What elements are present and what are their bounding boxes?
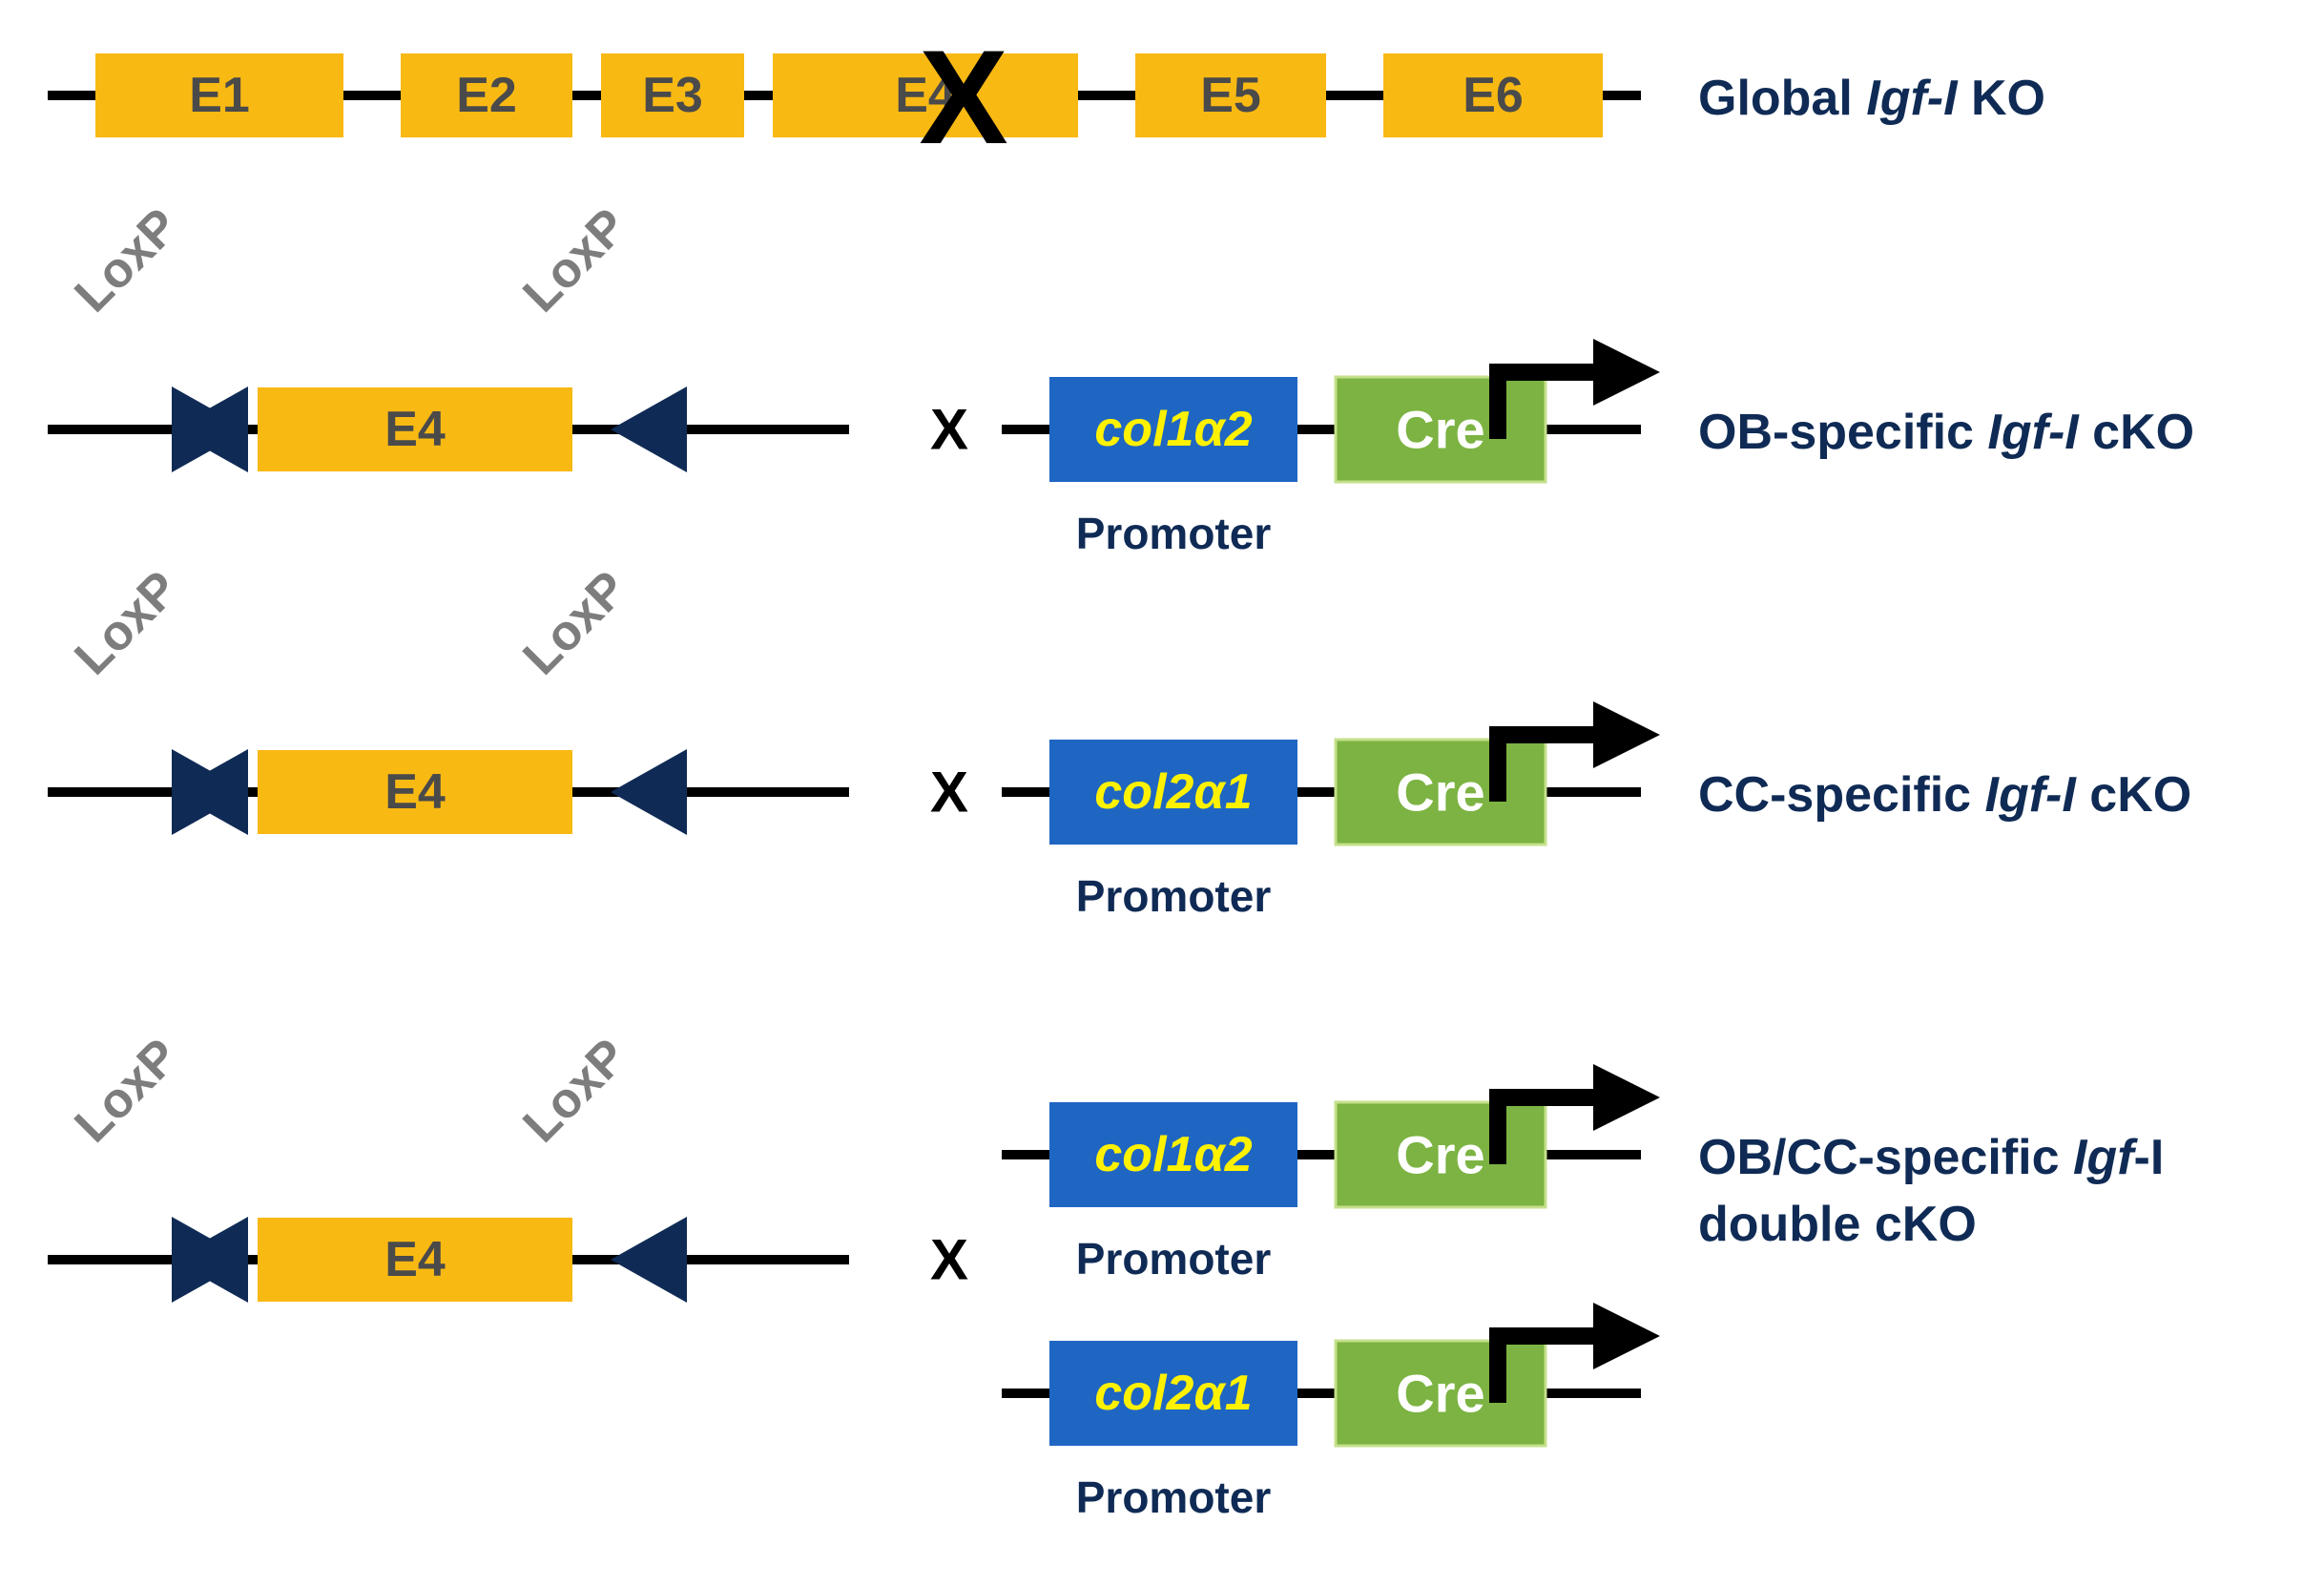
loxp-label-group: LoxP bbox=[512, 561, 637, 686]
transcription-arrow-head bbox=[1593, 701, 1660, 768]
promoter-sublabel: Promoter bbox=[1076, 509, 1272, 558]
exon-label-E5: E5 bbox=[1200, 68, 1261, 123]
row-title: OB-specific Igf-I cKO bbox=[1698, 405, 2194, 460]
exon-label-E6: E6 bbox=[1463, 68, 1524, 123]
promoter-sublabel: Promoter bbox=[1076, 871, 1272, 921]
row-title: Global Igf-I KO bbox=[1698, 71, 2045, 126]
loxp-label-group: LoxP bbox=[512, 1029, 637, 1154]
exon-label-E3: E3 bbox=[642, 68, 703, 123]
cross-symbol: X bbox=[930, 1228, 968, 1292]
promoter-sublabel: Promoter bbox=[1076, 1234, 1272, 1284]
promoter-label: col1α2 bbox=[1094, 1127, 1252, 1182]
promoter-sublabel: Promoter bbox=[1076, 1472, 1272, 1522]
promoter-label: col1α2 bbox=[1094, 402, 1252, 457]
cross-symbol: X bbox=[930, 761, 968, 825]
loxp-label-group: LoxP bbox=[512, 198, 637, 324]
loxp-triangle bbox=[611, 386, 687, 472]
transcription-arrow-head bbox=[1593, 1303, 1660, 1369]
loxp-triangle bbox=[611, 1217, 687, 1303]
cre-label: Cre bbox=[1396, 1125, 1484, 1185]
loxp-label-group: LoxP bbox=[64, 1029, 189, 1154]
loxp-label: LoxP bbox=[64, 198, 189, 324]
cre-label: Cre bbox=[1396, 762, 1484, 823]
exon-label-E4: E4 bbox=[384, 1232, 446, 1287]
loxp-label-group: LoxP bbox=[64, 198, 189, 324]
exon-label-E2: E2 bbox=[456, 68, 517, 123]
promoter-label: col2α1 bbox=[1094, 1366, 1252, 1421]
loxp-label: LoxP bbox=[64, 561, 189, 686]
loxp-label: LoxP bbox=[512, 561, 637, 686]
loxp-label: LoxP bbox=[512, 198, 637, 324]
promoter-label: col2α1 bbox=[1094, 764, 1252, 820]
exon-label-E4: E4 bbox=[384, 764, 446, 820]
loxp-label-group: LoxP bbox=[64, 561, 189, 686]
loxp-triangle bbox=[611, 749, 687, 835]
row-title: OB/CC-specific Igf-I bbox=[1698, 1130, 2164, 1185]
knockout-x: X bbox=[919, 22, 1007, 172]
transcription-arrow-head bbox=[1593, 1064, 1660, 1131]
diagram-canvas: E1 E2 E3 E4 E5 E6 X Global Igf-I KO E4 LoxP LoxP Xc… bbox=[19, 19, 2324, 1568]
cre-label: Cre bbox=[1396, 400, 1484, 460]
exon-label-E1: E1 bbox=[189, 68, 250, 123]
cre-label: Cre bbox=[1396, 1364, 1484, 1424]
cross-symbol: X bbox=[930, 398, 968, 462]
loxp-label: LoxP bbox=[64, 1029, 189, 1154]
transcription-arrow-head bbox=[1593, 339, 1660, 406]
row-title-line2: double cKO bbox=[1698, 1197, 1977, 1252]
loxp-label: LoxP bbox=[512, 1029, 637, 1154]
row-title: CC-specific Igf-I cKO bbox=[1698, 767, 2191, 823]
exon-label-E4: E4 bbox=[384, 402, 446, 457]
